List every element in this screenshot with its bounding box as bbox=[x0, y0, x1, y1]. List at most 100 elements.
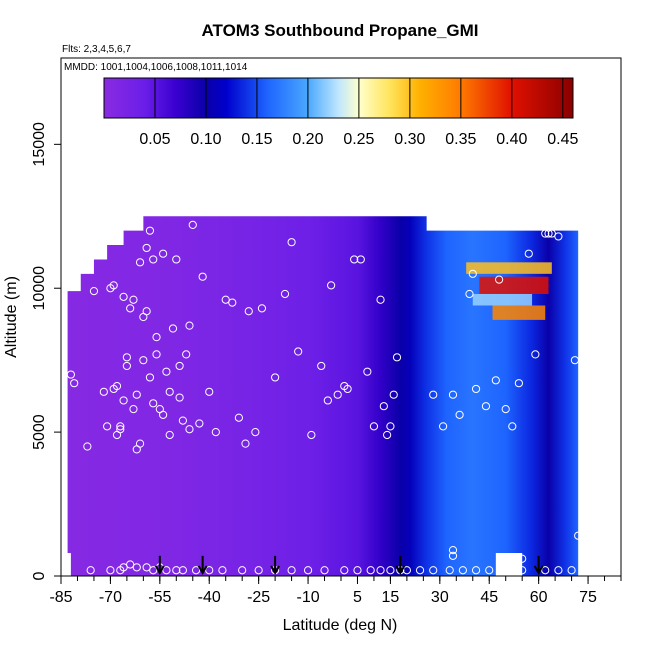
sample-point bbox=[175, 361, 184, 371]
sample-point bbox=[544, 229, 553, 238]
sample-point bbox=[142, 243, 151, 253]
sample-point bbox=[570, 356, 579, 365]
sample-points bbox=[66, 220, 583, 575]
sample-point bbox=[574, 531, 583, 540]
sample-point bbox=[149, 399, 158, 408]
sample-point bbox=[218, 566, 227, 575]
sample-point bbox=[415, 566, 425, 575]
sample-point bbox=[149, 566, 158, 575]
sample-point bbox=[280, 289, 290, 299]
sample-point bbox=[191, 566, 201, 575]
colorbar-tick-label: 0.25 bbox=[343, 131, 374, 148]
sample-point bbox=[501, 404, 510, 414]
sample-point bbox=[317, 361, 326, 371]
sample-point bbox=[554, 566, 563, 575]
x-tick-label: 30 bbox=[431, 589, 449, 606]
x-tick-label: 15 bbox=[382, 589, 400, 606]
sample-point bbox=[471, 384, 481, 394]
field-area bbox=[67, 216, 579, 568]
sample-point bbox=[429, 566, 438, 575]
surface-band bbox=[522, 552, 579, 576]
plume-cell bbox=[466, 262, 552, 274]
sample-point bbox=[135, 258, 145, 267]
x-axis: -85 -70 -55 -40 -25 -10 5 15 30 45 60 75 bbox=[49, 576, 622, 606]
sample-point bbox=[343, 384, 352, 394]
sample-point bbox=[66, 370, 75, 379]
sample-point bbox=[369, 422, 379, 431]
sample-point bbox=[287, 238, 296, 247]
sample-point bbox=[402, 566, 411, 575]
sample-point bbox=[541, 566, 550, 575]
sample-point bbox=[294, 347, 303, 356]
sample-point bbox=[152, 350, 161, 359]
sample-point bbox=[307, 430, 316, 440]
sample-point bbox=[448, 546, 458, 555]
sample-point bbox=[501, 566, 510, 575]
sample-point bbox=[350, 255, 359, 264]
profile-arrow-head bbox=[154, 565, 165, 576]
sample-point bbox=[188, 220, 197, 230]
sample-point bbox=[185, 425, 194, 434]
sample-point bbox=[132, 563, 141, 572]
colorbar-tick-label: 0.15 bbox=[241, 131, 272, 148]
x-axis-label: Latitude (deg N) bbox=[283, 617, 398, 634]
sample-point bbox=[211, 428, 220, 437]
sample-point bbox=[122, 361, 131, 371]
sample-point bbox=[386, 566, 395, 575]
colorbar-tick-label: 0.05 bbox=[139, 131, 170, 148]
sample-point bbox=[340, 566, 349, 575]
sample-point bbox=[126, 304, 135, 313]
sample-point bbox=[86, 566, 95, 575]
sample-point bbox=[383, 430, 392, 440]
sample-point bbox=[182, 350, 191, 359]
sample-point bbox=[129, 295, 138, 304]
sample-point bbox=[83, 442, 92, 451]
sample-point bbox=[353, 566, 362, 575]
sample-point bbox=[112, 381, 122, 391]
sample-point bbox=[429, 390, 438, 399]
sample-point bbox=[135, 439, 145, 448]
sample-point bbox=[238, 566, 247, 575]
sample-point bbox=[547, 229, 556, 238]
sample-point bbox=[445, 566, 454, 575]
sample-point bbox=[132, 390, 141, 399]
x-tick-label: -55 bbox=[148, 589, 171, 606]
sample-point bbox=[439, 422, 448, 431]
sample-point bbox=[116, 425, 125, 434]
sample-point bbox=[195, 419, 204, 428]
profile-markers bbox=[154, 555, 544, 576]
colorbar-gradient bbox=[103, 77, 574, 119]
sample-point bbox=[159, 410, 168, 419]
x-tick-label: 45 bbox=[480, 589, 498, 606]
sample-point bbox=[119, 292, 128, 301]
sample-point bbox=[162, 566, 171, 575]
sample-point bbox=[149, 255, 158, 264]
sample-point bbox=[178, 566, 187, 575]
sample-point bbox=[129, 404, 138, 414]
sample-point bbox=[89, 287, 99, 296]
y-tick-label: 10000 bbox=[31, 266, 48, 311]
sample-point bbox=[485, 566, 494, 575]
sample-point bbox=[327, 281, 336, 290]
sample-point bbox=[567, 566, 576, 575]
sample-point bbox=[165, 387, 174, 396]
sample-point bbox=[159, 249, 168, 258]
sample-point bbox=[165, 430, 174, 440]
sample-point bbox=[205, 566, 214, 575]
sample-point bbox=[185, 321, 194, 330]
sample-point bbox=[109, 281, 118, 290]
sample-point bbox=[518, 566, 527, 575]
sample-point bbox=[363, 367, 372, 376]
sample-point bbox=[271, 373, 280, 382]
sample-point bbox=[376, 566, 385, 575]
plume-cell bbox=[472, 293, 533, 306]
profile-arrow-head bbox=[533, 565, 544, 576]
sample-point bbox=[99, 387, 108, 396]
sample-point bbox=[448, 390, 458, 399]
sample-point bbox=[448, 551, 458, 560]
sample-point bbox=[228, 298, 237, 307]
sample-point bbox=[514, 379, 523, 388]
sample-point bbox=[501, 557, 510, 566]
chart-title: ATOM3 Southbound Propane_GMI bbox=[201, 21, 478, 40]
